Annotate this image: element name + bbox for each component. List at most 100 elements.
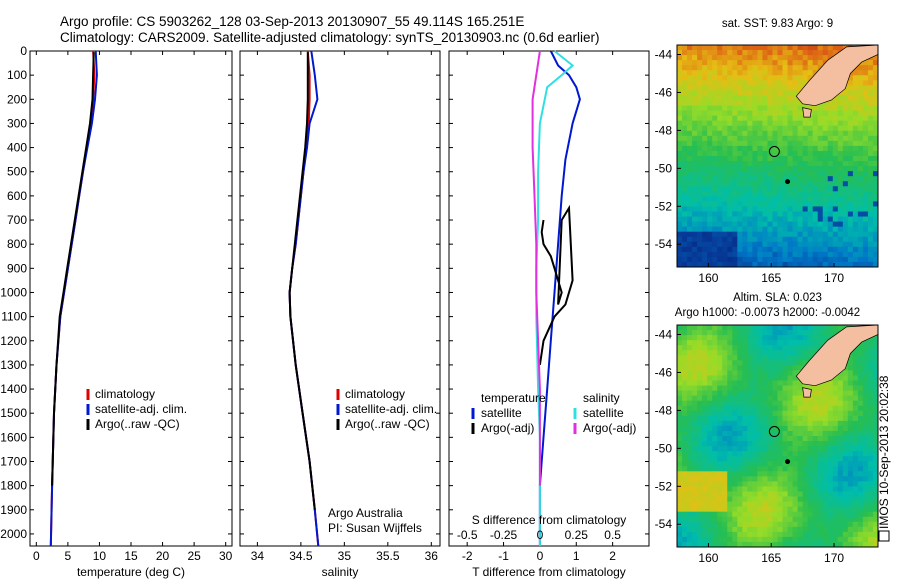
heatmap-cell (792, 521, 799, 528)
heatmap-cell (797, 206, 804, 212)
heatmap-cell (817, 491, 824, 497)
heatmap-cell (787, 461, 793, 467)
heatmap-cell (872, 365, 878, 371)
heatmap-cell (702, 85, 708, 91)
heatmap-cell (692, 256, 698, 263)
heatmap-cell (777, 211, 783, 217)
heatmap-cell (837, 451, 844, 457)
heatmap-cell (832, 405, 839, 412)
heatmap-cell (847, 536, 854, 543)
heatmap-cell (852, 226, 859, 233)
heatmap-cell (827, 150, 834, 157)
heatmap-cell (732, 365, 738, 371)
heatmap-cell (697, 145, 703, 152)
heatmap-cell (857, 90, 864, 96)
heatmap-cell (722, 456, 728, 462)
stewart-island-shape (802, 107, 812, 118)
heatmap-cell (787, 415, 793, 422)
heatmap-cell (707, 60, 713, 66)
heatmap-cell (872, 375, 878, 381)
heatmap-cell (872, 90, 878, 96)
heatmap-cell (727, 385, 733, 391)
heatmap-cell (727, 60, 733, 66)
heatmap-cell (822, 201, 829, 207)
heatmap-cell (682, 50, 688, 56)
heatmap-cell (692, 365, 698, 371)
heatmap-cell (782, 365, 788, 371)
heatmap-cell (827, 385, 834, 391)
heatmap-cell (782, 120, 788, 127)
heatmap-cell (812, 125, 819, 132)
heatmap-cell (682, 370, 688, 376)
heatmap-cell (817, 246, 824, 253)
heatmap-cell (782, 156, 788, 162)
heatmap-cell (712, 55, 718, 61)
heatmap-cell (697, 256, 703, 263)
heatmap-cell (727, 55, 733, 61)
heatmap-cell (712, 156, 718, 162)
heatmap-cell (737, 171, 743, 177)
heatmap-cell (687, 410, 693, 417)
heatmap-cell (807, 340, 814, 346)
heatmap-cell (732, 390, 738, 397)
heatmap-cell (762, 166, 768, 172)
heatmap-cell (872, 385, 878, 391)
heatmap-cell (707, 226, 713, 233)
heatmap-cell (707, 45, 713, 51)
heatmap-cell (857, 436, 864, 442)
heatmap-cell (722, 436, 728, 442)
heatmap-cell (782, 130, 788, 137)
heatmap-cell (862, 171, 869, 177)
heatmap-cell (817, 496, 824, 502)
heatmap-cell (787, 206, 793, 212)
heatmap-cell (872, 135, 878, 142)
heatmap-cell (872, 65, 878, 71)
heatmap-cell (707, 481, 713, 487)
heatmap-cell (727, 370, 733, 376)
heatmap-cell (717, 335, 723, 341)
heatmap-cell (707, 385, 713, 391)
heatmap-cell (852, 471, 859, 477)
heatmap-cell (782, 75, 788, 81)
heatmap-cell (762, 145, 768, 152)
heatmap-cell (732, 80, 738, 86)
heatmap-cell (732, 350, 738, 356)
heatmap-cell (737, 541, 743, 547)
heatmap-cell (862, 496, 869, 502)
heatmap-cell (792, 45, 799, 51)
heatmap-cell (727, 65, 733, 71)
heatmap-cell (872, 140, 878, 147)
heatmap-cell (692, 216, 698, 222)
heatmap-cell (857, 125, 864, 132)
heatmap-cell (862, 156, 869, 162)
heatmap-cell (822, 521, 829, 528)
heatmap-cell (712, 511, 718, 518)
heatmap-cell (802, 201, 809, 207)
heatmap-cell (847, 201, 854, 207)
heatmap-cell (727, 80, 733, 86)
heatmap-cell (687, 45, 693, 51)
heatmap-cell (717, 65, 723, 71)
heatmap-cell (757, 446, 763, 452)
heatmap-cell (822, 491, 829, 497)
heatmap-cell (832, 135, 839, 142)
heatmap-cell (787, 221, 793, 228)
heatmap-cell (797, 441, 804, 447)
series-line (531, 50, 541, 486)
heatmap-cell (772, 410, 778, 417)
heatmap-cell (692, 471, 698, 477)
heatmap-cell (842, 446, 849, 452)
heatmap-cell (872, 350, 878, 356)
map-frame (676, 44, 879, 268)
heatmap-cell (832, 115, 839, 122)
heatmap-cell (767, 105, 773, 111)
heatmap-cell (747, 75, 753, 81)
heatmap-cell (862, 405, 869, 412)
heatmap-cell (687, 125, 693, 132)
heatmap-cell (737, 456, 743, 462)
heatmap-cell (702, 330, 708, 336)
heatmap-cell (822, 196, 829, 202)
heatmap-cell (737, 241, 743, 248)
heatmap-cell (677, 45, 683, 51)
heatmap-cell (747, 150, 753, 157)
